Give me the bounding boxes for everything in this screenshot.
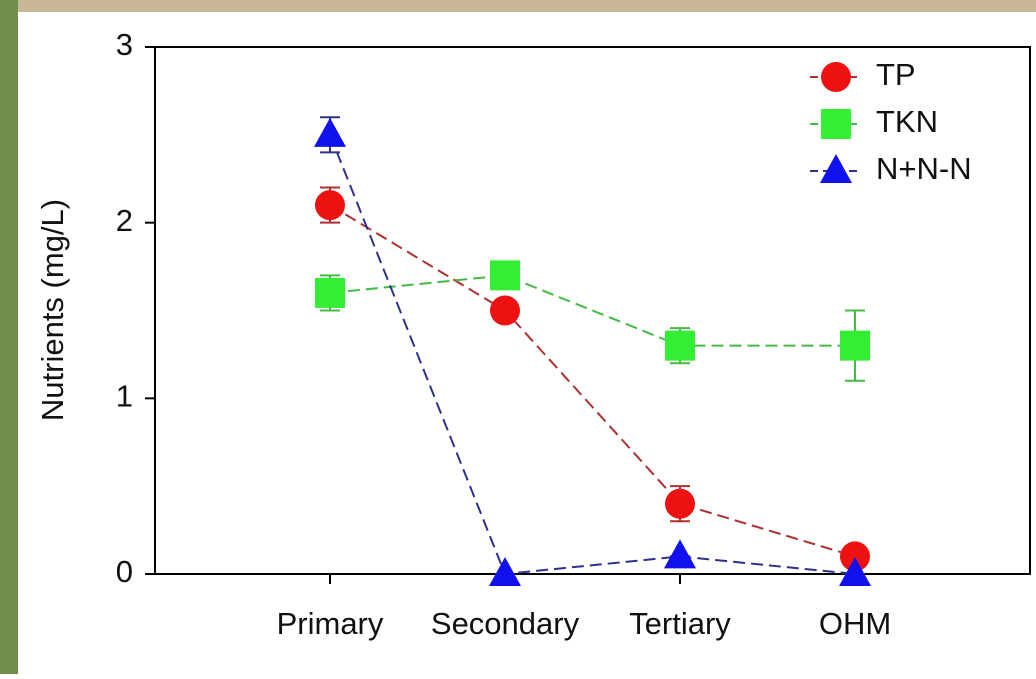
y-tick-label: 0 (116, 554, 133, 589)
y-tick-label: 1 (116, 379, 133, 414)
page: {"chart_data": {"type": "line", "ylabel"… (0, 0, 1036, 674)
x-tick-label: OHM (819, 606, 891, 641)
x-tick-label: Primary (277, 606, 384, 641)
chart: Nutrients (mg/L) 0 1 2 3 Primary Secondary Ter… (0, 0, 1036, 674)
x-tick-label: Tertiary (629, 606, 731, 641)
legend-label: TP (876, 57, 916, 92)
legend-marker (821, 109, 851, 139)
data-point (315, 190, 345, 220)
background-photo-left (0, 0, 18, 674)
x-tick-label: Secondary (431, 606, 580, 641)
data-point (665, 331, 695, 361)
legend-label: TKN (876, 104, 938, 139)
y-tick-label: 2 (116, 203, 133, 238)
data-point (490, 296, 520, 326)
data-point (490, 260, 520, 290)
data-point (840, 331, 870, 361)
data-point (315, 278, 345, 308)
data-point (665, 489, 695, 519)
y-axis-label: Nutrients (mg/L) (35, 199, 70, 421)
legend-marker (821, 62, 851, 92)
legend-label: N+N-N (876, 151, 972, 186)
y-tick-label: 3 (116, 27, 133, 62)
